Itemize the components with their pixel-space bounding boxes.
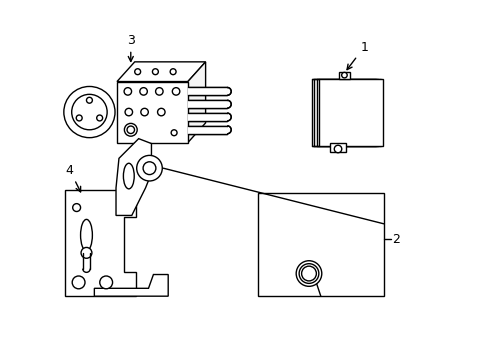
Circle shape xyxy=(86,97,92,103)
Bar xyxy=(187,100,227,108)
Bar xyxy=(187,126,227,134)
Bar xyxy=(187,113,227,121)
Bar xyxy=(329,143,345,152)
Text: 2: 2 xyxy=(391,233,399,246)
Bar xyxy=(311,78,375,145)
Circle shape xyxy=(64,86,115,138)
Bar xyxy=(318,78,382,145)
Circle shape xyxy=(334,145,341,153)
Circle shape xyxy=(140,87,147,95)
Circle shape xyxy=(76,115,82,121)
Circle shape xyxy=(124,123,137,136)
Circle shape xyxy=(143,162,156,175)
Circle shape xyxy=(170,69,176,75)
Circle shape xyxy=(125,108,132,116)
Polygon shape xyxy=(94,275,168,296)
Bar xyxy=(314,78,378,145)
Polygon shape xyxy=(116,139,151,215)
Circle shape xyxy=(155,87,163,95)
Circle shape xyxy=(135,69,141,75)
Ellipse shape xyxy=(123,163,134,189)
Text: 4: 4 xyxy=(66,164,81,192)
Circle shape xyxy=(72,94,107,130)
Circle shape xyxy=(341,72,346,78)
Circle shape xyxy=(137,156,162,181)
Bar xyxy=(117,82,187,143)
Circle shape xyxy=(127,126,134,134)
Bar xyxy=(257,193,383,296)
Bar xyxy=(338,72,349,78)
Circle shape xyxy=(100,276,112,289)
Circle shape xyxy=(97,115,102,121)
Circle shape xyxy=(141,108,148,116)
Circle shape xyxy=(73,204,81,212)
Circle shape xyxy=(301,266,316,281)
Circle shape xyxy=(152,69,158,75)
Polygon shape xyxy=(117,62,205,82)
Circle shape xyxy=(81,247,92,258)
Bar xyxy=(316,78,380,145)
Text: 3: 3 xyxy=(126,34,135,62)
Ellipse shape xyxy=(81,219,92,251)
Circle shape xyxy=(296,261,321,286)
Circle shape xyxy=(124,87,131,95)
Text: 1: 1 xyxy=(346,41,367,69)
Circle shape xyxy=(157,108,165,116)
Circle shape xyxy=(172,87,180,95)
Polygon shape xyxy=(65,190,136,296)
Circle shape xyxy=(299,264,318,283)
Bar xyxy=(187,87,227,95)
Polygon shape xyxy=(187,62,205,143)
Circle shape xyxy=(72,276,85,289)
Circle shape xyxy=(171,130,177,136)
